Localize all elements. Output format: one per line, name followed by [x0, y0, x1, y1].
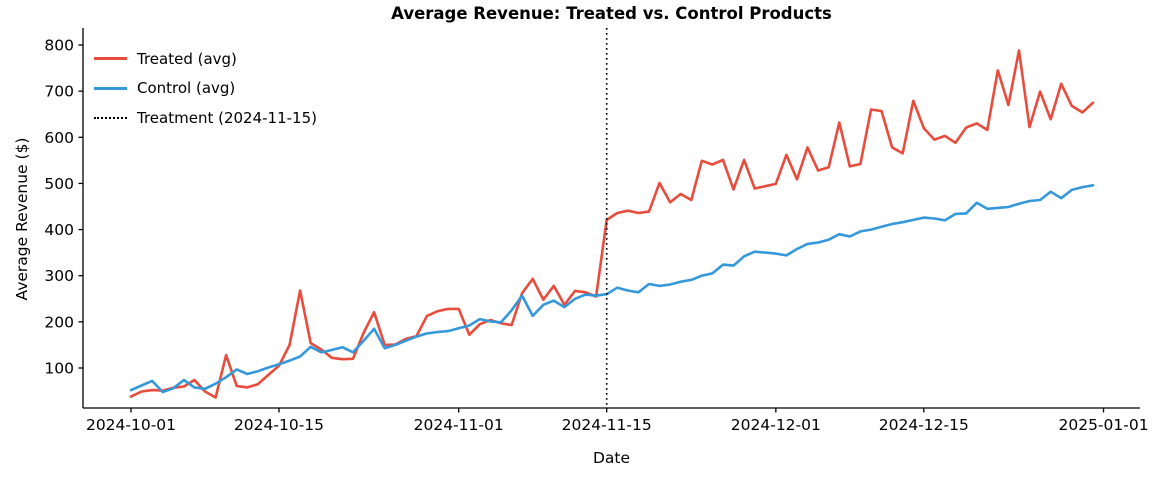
treatment-line-swatch [94, 116, 127, 119]
legend-item-treatment: Treatment (2024-11-15) [94, 103, 317, 133]
control-line [129, 184, 1095, 394]
y-axis-label: Average Revenue ($) [13, 137, 31, 301]
control-line-swatch [94, 86, 127, 90]
y-tick-label: 400 [44, 221, 74, 239]
y-tick-label: 300 [44, 267, 74, 285]
y-tick-label: 800 [44, 36, 74, 54]
x-tick-label: 2024-11-01 [414, 416, 504, 434]
y-tick-label: 700 [44, 83, 74, 101]
legend-label-treated: Treated (avg) [137, 49, 237, 68]
treated-line [129, 49, 1095, 399]
x-tick-label: 2024-12-01 [731, 416, 821, 434]
x-axis-label: Date [592, 449, 631, 467]
legend-label-control: Control (avg) [137, 79, 236, 98]
y-tick-label: 600 [44, 129, 74, 147]
x-tick-label: 2024-10-01 [86, 416, 176, 434]
y-tick-label: 200 [44, 313, 74, 331]
treated-line-swatch [94, 57, 127, 61]
x-tick-label: 2024-12-15 [879, 416, 969, 434]
y-tick-label: 100 [44, 360, 74, 378]
y-tick-label: 500 [44, 175, 74, 193]
chart-title: Average Revenue: Treated vs. Control Pro… [391, 4, 832, 23]
x-tick-label: 2024-11-15 [562, 416, 652, 434]
legend-label-treatment: Treatment (2024-11-15) [137, 108, 317, 127]
legend-item-control: Control (avg) [94, 74, 317, 104]
x-tick-label: 2025-01-01 [1058, 416, 1148, 434]
x-tick-label: 2024-10-15 [234, 416, 324, 434]
legend: Treated (avg) Control (avg) Treatment (2… [94, 44, 317, 133]
legend-item-treated: Treated (avg) [94, 44, 317, 74]
